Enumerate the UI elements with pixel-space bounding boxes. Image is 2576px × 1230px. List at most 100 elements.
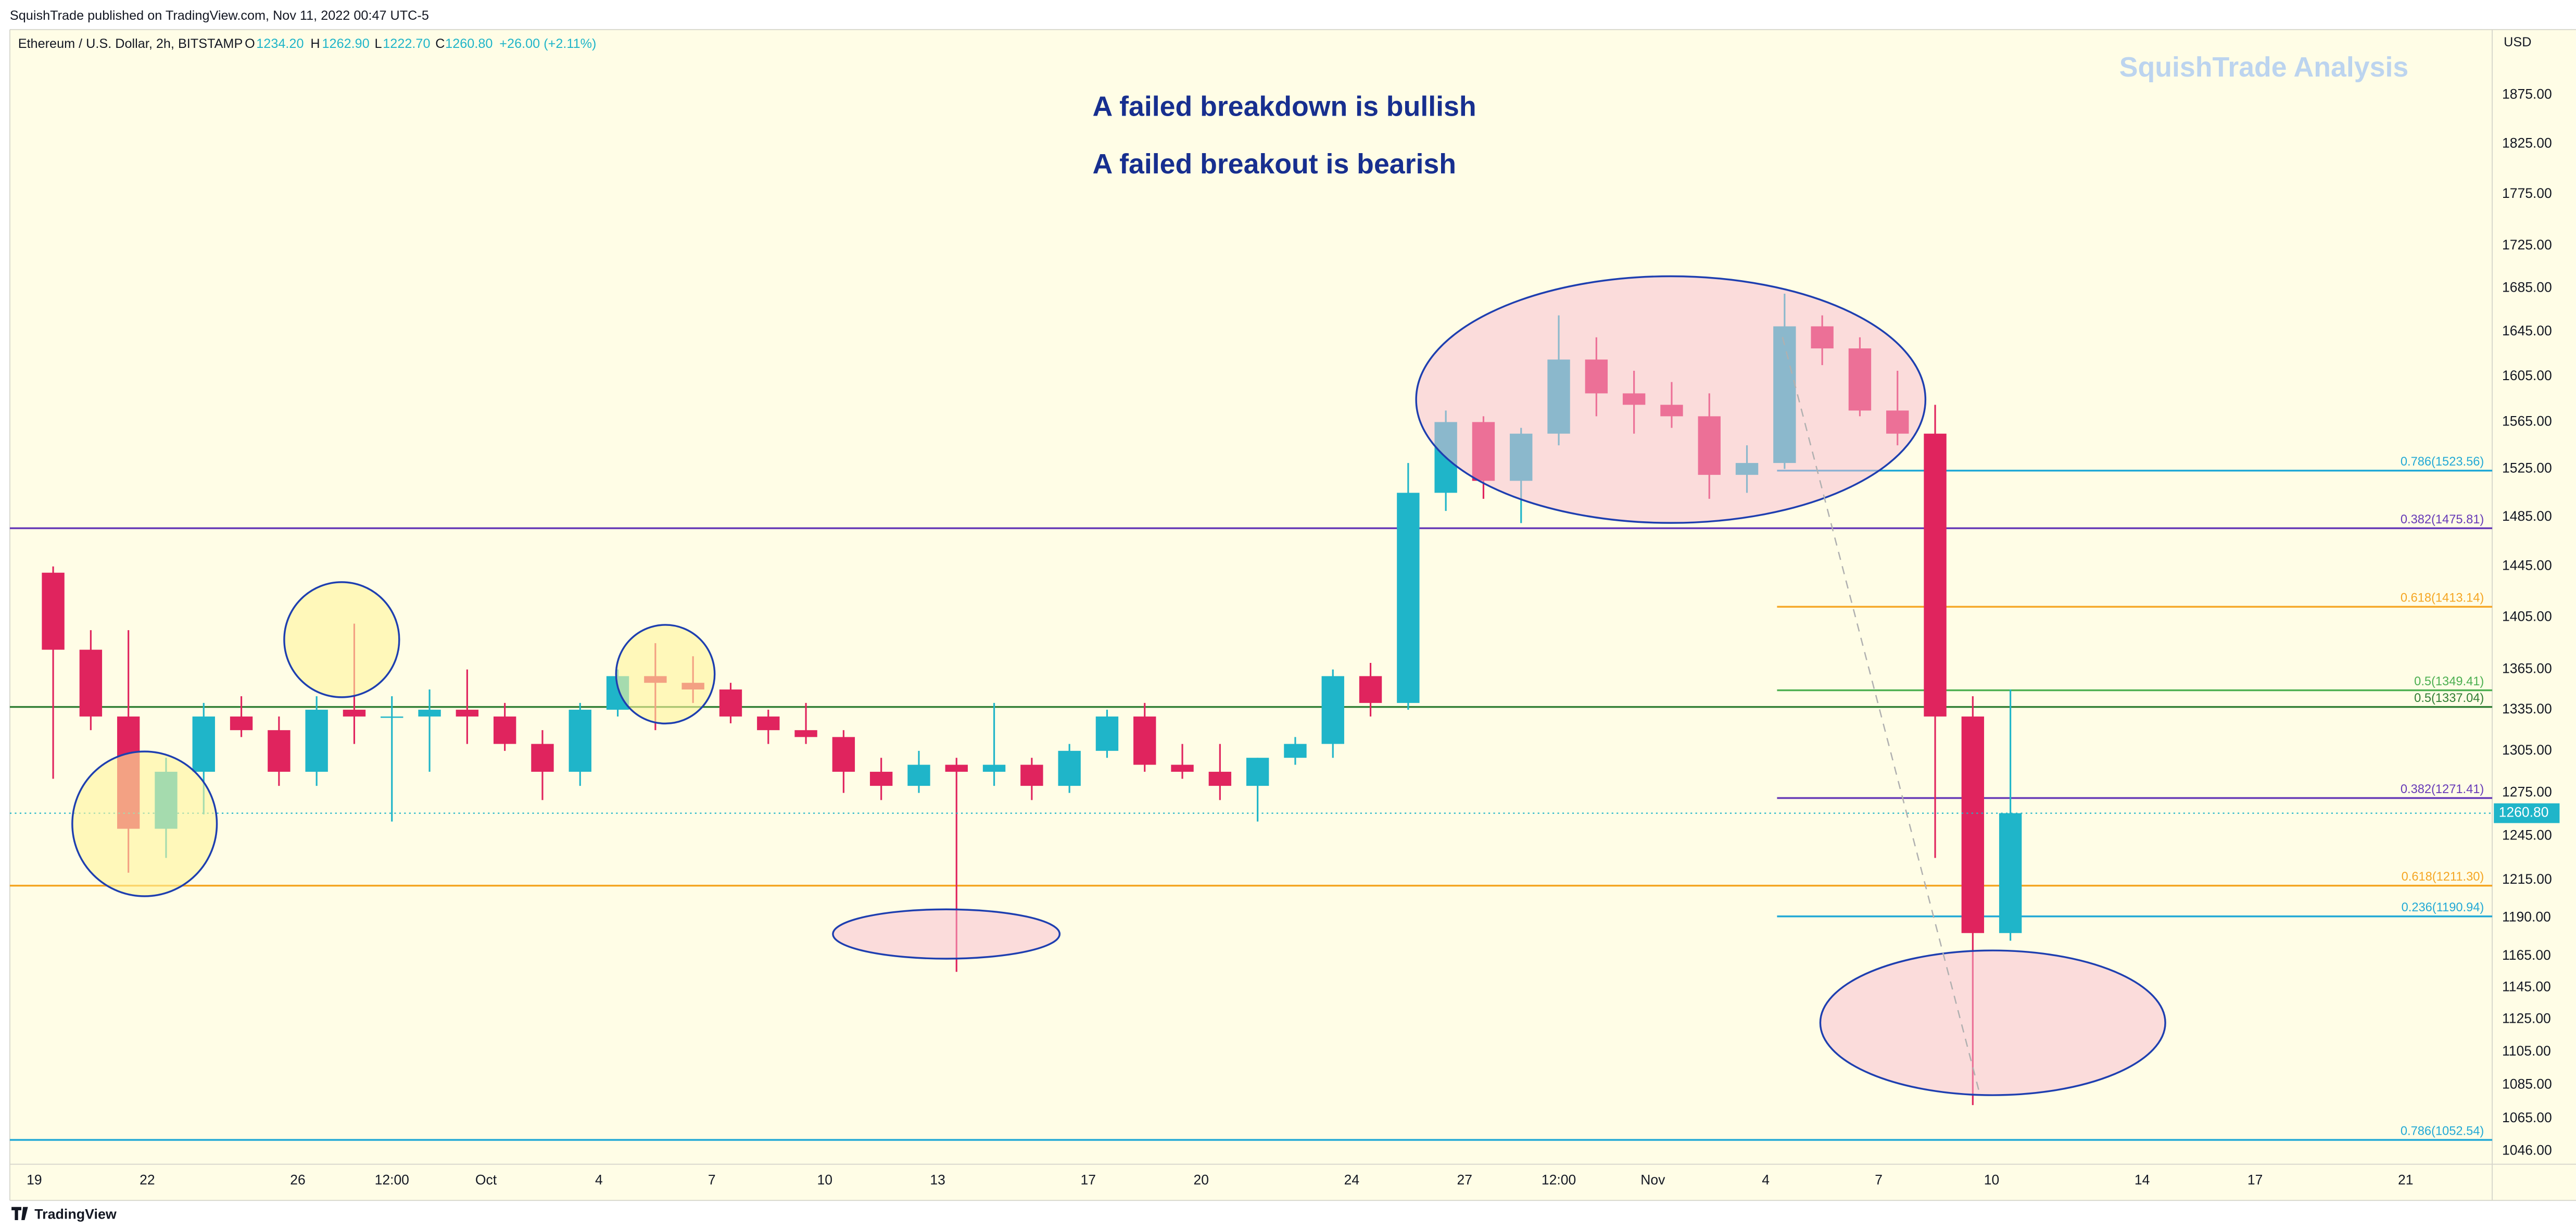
- x-tick-label: 13: [930, 1172, 945, 1187]
- candle-body: [531, 744, 554, 772]
- x-tick-label: 7: [1875, 1172, 1883, 1187]
- y-tick-label: 1145.00: [2502, 978, 2551, 994]
- y-tick-label: 1215.00: [2502, 871, 2552, 887]
- y-tick-label: 1125.00: [2502, 1011, 2551, 1026]
- legend-key: L: [374, 36, 382, 51]
- candle-body: [832, 737, 855, 772]
- y-tick-label: 1046.00: [2502, 1143, 2552, 1158]
- y-tick-label: 1165.00: [2502, 947, 2551, 963]
- header: SquishTrade published on TradingView.com…: [10, 8, 429, 23]
- candle-body: [1246, 758, 1269, 786]
- fib-label: 0.786(1052.54): [2401, 1124, 2484, 1138]
- last-price-label: 1260.80: [2499, 805, 2549, 820]
- candle-body: [493, 716, 516, 744]
- candle-body: [1924, 433, 1947, 717]
- annotation: A failed breakdown is bullish: [1092, 91, 1476, 122]
- x-tick-label: 20: [1193, 1172, 1208, 1187]
- candle-body: [869, 772, 893, 786]
- y-tick-label: 1525.00: [2502, 460, 2552, 475]
- candle-body: [719, 689, 742, 717]
- y-tick-label: 1085.00: [2502, 1076, 2552, 1091]
- y-tick-label: 1405.00: [2502, 608, 2552, 624]
- highlight-ellipse: [1819, 949, 2166, 1096]
- highlight-circle: [71, 750, 218, 897]
- x-tick-label: 19: [27, 1172, 42, 1187]
- candle-body: [381, 716, 403, 718]
- candle-body: [1397, 493, 1420, 703]
- legend-key: C: [435, 36, 445, 51]
- y-tick-label: 1825.00: [2502, 135, 2552, 150]
- candle-body: [192, 716, 215, 772]
- legend-key: H: [310, 36, 320, 51]
- candle-body: [343, 709, 366, 717]
- fib-label: 0.236(1190.94): [2402, 901, 2484, 914]
- last-price-badge: [2494, 803, 2560, 823]
- logo: [11, 1207, 28, 1221]
- x-tick-label: 26: [290, 1172, 305, 1187]
- y-tick-label: 1605.00: [2502, 368, 2552, 383]
- x-tick-label: 17: [1081, 1172, 1096, 1187]
- y-tick-label: 1335.00: [2502, 701, 2552, 717]
- candle-body: [268, 730, 291, 772]
- fib-label: 0.382(1475.81): [2401, 513, 2484, 526]
- candle-body: [907, 764, 930, 786]
- highlight-ellipse: [1415, 275, 1927, 524]
- fib-label: 0.618(1413.14): [2401, 592, 2484, 605]
- y-tick-label: 1365.00: [2502, 661, 2552, 676]
- x-tick-label: 4: [1762, 1172, 1770, 1187]
- x-tick-label: Nov: [1640, 1172, 1665, 1187]
- candle-body: [1208, 772, 1232, 786]
- y-tick-label: 1645.00: [2502, 323, 2552, 338]
- candle-body: [230, 716, 253, 731]
- legend-change: +26.00 (+2.11%): [499, 36, 596, 51]
- legend-symbol: Ethereum / U.S. Dollar, 2h, BITSTAMP: [18, 36, 243, 51]
- x-tick-label: 17: [2247, 1172, 2263, 1187]
- candle-body: [1095, 716, 1119, 751]
- fib-label: 0.382(1271.41): [2401, 783, 2484, 796]
- candle-body: [945, 764, 968, 772]
- legend-value: 1260.80: [445, 36, 493, 51]
- x-tick-label: 7: [708, 1172, 716, 1187]
- candle-body: [305, 709, 328, 772]
- x-tick-label: 21: [2398, 1172, 2413, 1187]
- y-tick-label: 1275.00: [2502, 784, 2552, 800]
- candle-body: [1999, 813, 2022, 933]
- candle-body: [79, 649, 103, 717]
- candle-body: [569, 709, 591, 772]
- candle-body: [1284, 744, 1307, 758]
- highlight-circle: [615, 624, 716, 725]
- candle-body: [1133, 716, 1156, 765]
- candle-body: [1961, 716, 1985, 933]
- y-tick-label: 1485.00: [2502, 508, 2552, 524]
- candle-body: [794, 730, 817, 737]
- legend: Ethereum / U.S. Dollar, 2h, BITSTAMP O 1…: [18, 36, 597, 51]
- candle-body: [982, 764, 1006, 772]
- x-tick-label: Oct: [475, 1172, 497, 1187]
- candle-body: [757, 716, 780, 731]
- fib-label: 0.618(1211.30): [2402, 870, 2484, 884]
- candle-body: [456, 709, 479, 717]
- y-tick-label: 1685.00: [2502, 280, 2552, 295]
- legend-value: 1262.90: [322, 36, 370, 51]
- y-tick-label: 1105.00: [2502, 1043, 2551, 1059]
- x-tick-label: 12:00: [1542, 1172, 1576, 1187]
- legend-value: 1222.70: [383, 36, 430, 51]
- candle-body: [1359, 676, 1382, 703]
- watermark: SquishTrade Analysis: [2119, 52, 2408, 83]
- legend-key: O: [245, 36, 255, 51]
- highlight-circle: [283, 581, 400, 698]
- x-tick-label: 4: [595, 1172, 603, 1187]
- y-tick-label: 1725.00: [2502, 237, 2552, 253]
- trend-line: [1782, 337, 1980, 1094]
- y-tick-label: 1190.00: [2502, 909, 2551, 924]
- x-tick-label: 14: [2135, 1172, 2150, 1187]
- candle-body: [418, 709, 441, 717]
- y-tick-label: 1065.00: [2502, 1110, 2552, 1125]
- fib-label: 0.5(1349.41): [2414, 675, 2484, 688]
- highlight-ellipse: [832, 908, 1061, 960]
- y-tick-label: 1305.00: [2502, 742, 2552, 758]
- fib-label: 0.786(1523.56): [2401, 455, 2484, 469]
- x-tick-label: 24: [1344, 1172, 1359, 1187]
